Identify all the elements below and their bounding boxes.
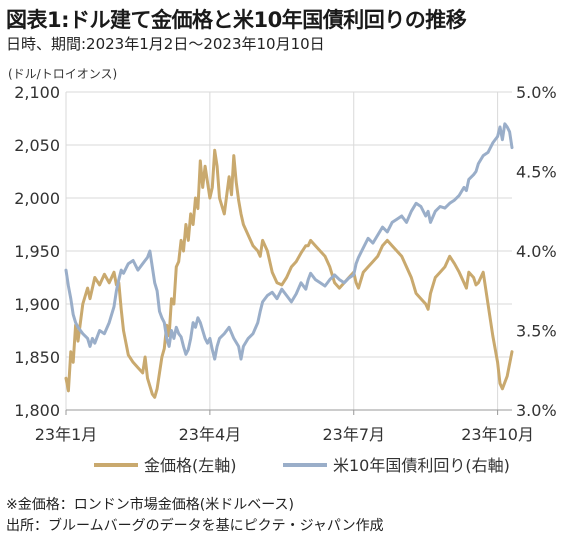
legend: 金価格(左軸) 米10年国債利回り(右軸): [94, 456, 510, 475]
y-left-tick-label: 1,800: [14, 401, 60, 420]
y-left-tick-label: 2,050: [14, 136, 60, 155]
y-right-tick-label: 5.0%: [516, 83, 557, 102]
y-right-tick-label: 4.5%: [516, 163, 557, 182]
y-right-tick-label: 4.0%: [516, 242, 557, 261]
y-right-tick-label: 3.5%: [516, 322, 557, 341]
note-source: 出所：ブルームバーグのデータを基にピクテ・ジャパン作成: [6, 518, 384, 534]
axes: [65, 409, 512, 415]
x-tick-label: 23年7月: [322, 425, 385, 444]
axis-labels: 1,800 1,850 1,900 1,950 2,000 2,050 2,100 3.0% 3…: [8, 67, 557, 444]
legend-label: 米10年国債利回り(右軸): [333, 456, 510, 475]
y-left-tick-label: 1,950: [14, 242, 60, 261]
y-right-tick-label: 3.0%: [516, 401, 557, 420]
grid-lines: [65, 91, 512, 410]
series-gold-price-line: [64, 148, 514, 399]
chart-subtitle: 日時、期間:2023年1月2日～2023年10月10日: [6, 35, 325, 53]
y-left-unit-label: (ドル/トロイオンス): [8, 67, 117, 81]
note-gold-price: ※金価格：ロンドン市場金価格(米ドルベース): [6, 497, 294, 513]
chart-title: 図表1:ドル建て金価格と米10年国債利回りの推移: [6, 8, 467, 32]
y-left-tick-label: 2,100: [14, 83, 60, 102]
y-left-tick-label: 1,850: [14, 348, 60, 367]
x-tick-label: 23年10月: [461, 425, 534, 444]
series-lines: [64, 122, 514, 399]
x-tick-label: 23年4月: [179, 425, 242, 444]
y-left-tick-label: 2,000: [14, 189, 60, 208]
x-tick-label: 23年1月: [35, 425, 98, 444]
legend-label: 金価格(左軸): [144, 456, 237, 475]
series-us10y-yield-line: [64, 122, 514, 361]
y-left-tick-label: 1,900: [14, 295, 60, 314]
